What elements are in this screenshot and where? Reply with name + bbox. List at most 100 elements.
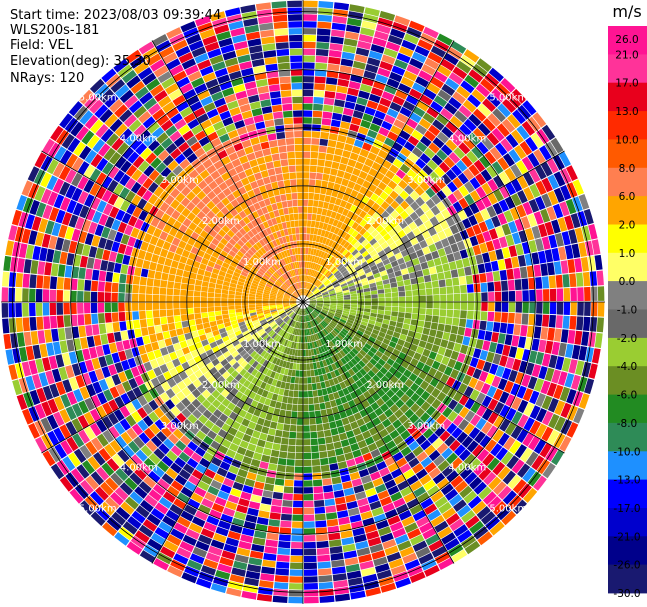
velocity-gate-4549 — [128, 119, 142, 133]
velocity-gate-3394 — [62, 456, 76, 472]
velocity-gate-4553 — [109, 99, 124, 113]
velocity-gate-90 — [306, 261, 310, 269]
velocity-gate-3237 — [232, 361, 240, 370]
velocity-gate-4374 — [113, 169, 125, 183]
velocity-gate-3249 — [171, 417, 182, 428]
velocity-gate-3754 — [201, 312, 209, 318]
velocity-gate-41 — [303, 7, 318, 15]
velocity-gate-4890 — [222, 87, 235, 97]
velocity-gate-19 — [303, 158, 310, 165]
velocity-gate-4626 — [186, 153, 198, 164]
velocity-gate-3339 — [137, 419, 149, 432]
velocity-gate-2001 — [407, 424, 418, 435]
velocity-gate-2585 — [300, 343, 303, 350]
velocity-gate-1155 — [558, 246, 567, 261]
velocity-gate-2725 — [277, 416, 285, 424]
velocity-gate-809 — [502, 153, 515, 167]
velocity-gate-546 — [428, 124, 441, 137]
velocity-gate-1990 — [359, 368, 367, 376]
velocity-gate-92 — [308, 248, 312, 255]
velocity-gate-1916 — [424, 416, 436, 428]
velocity-gate-1392 — [418, 314, 426, 321]
velocity-gate-1812 — [340, 330, 347, 336]
velocity-gate-803 — [469, 177, 481, 190]
velocity-gate-1978 — [307, 307, 312, 313]
velocity-gate-4836 — [241, 161, 251, 171]
velocity-gate-637 — [468, 113, 482, 127]
velocity-gate-3106 — [251, 360, 259, 369]
velocity-gate-3320 — [242, 342, 250, 350]
velocity-gate-1783 — [419, 380, 430, 390]
velocity-gate-1616 — [466, 366, 476, 377]
velocity-gate-2923 — [181, 572, 198, 584]
velocity-gate-1213 — [371, 294, 378, 299]
velocity-gate-2622 — [288, 596, 303, 604]
velocity-gate-30 — [303, 82, 314, 90]
velocity-gate-3990 — [57, 264, 66, 277]
velocity-gate-2384 — [332, 434, 341, 443]
velocity-gate-4396 — [236, 250, 245, 258]
velocity-gate-2624 — [301, 315, 303, 322]
velocity-gate-2894 — [261, 389, 269, 398]
velocity-gate-4342 — [42, 138, 55, 155]
velocity-gate-1941 — [335, 336, 342, 343]
velocity-gate-2242 — [320, 345, 326, 353]
velocity-gate-2427 — [325, 436, 333, 444]
velocity-gate-451 — [378, 165, 389, 176]
velocity-gate-3642 — [91, 357, 101, 370]
velocity-gate-4219 — [259, 280, 267, 286]
velocity-gate-2627 — [298, 336, 302, 343]
velocity-gate-3482 — [35, 437, 48, 453]
velocity-gate-948 — [321, 291, 328, 295]
velocity-gate-4597 — [115, 84, 130, 98]
velocity-gate-1012 — [456, 240, 466, 251]
velocity-gate-3913 — [289, 300, 297, 302]
velocity-gate-3633 — [151, 341, 160, 351]
velocity-gate-3426 — [119, 405, 131, 418]
velocity-gate-4611 — [251, 236, 259, 244]
velocity-gate-235 — [340, 156, 349, 165]
velocity-gate-550 — [444, 102, 458, 115]
velocity-gate-74 — [314, 76, 326, 84]
velocity-gate-2044 — [400, 430, 411, 440]
velocity-gate-88 — [305, 275, 308, 282]
velocity-gate-607 — [330, 266, 337, 273]
velocity-gate-3443 — [273, 314, 280, 319]
velocity-gate-1854 — [333, 327, 340, 334]
velocity-gate-1592 — [315, 306, 322, 311]
velocity-gate-3779 — [30, 331, 39, 345]
velocity-gate-1467 — [342, 310, 350, 315]
velocity-gate-698 — [359, 247, 367, 255]
velocity-gate-3710 — [208, 316, 216, 322]
velocity-gate-2413 — [309, 342, 313, 349]
velocity-gate-2945 — [232, 436, 242, 446]
velocity-gate-2443 — [342, 543, 356, 553]
velocity-gate-1513 — [361, 318, 369, 323]
velocity-gate-744 — [377, 237, 386, 246]
velocity-gate-2911 — [214, 496, 227, 507]
velocity-gate-3315 — [270, 322, 277, 328]
velocity-gate-3122 — [183, 446, 195, 457]
velocity-gate-4607 — [268, 258, 275, 265]
velocity-gate-3101 — [273, 334, 279, 341]
velocity-gate-4765 — [176, 76, 190, 88]
velocity-gate-4876 — [256, 178, 265, 187]
velocity-gate-727 — [507, 114, 521, 129]
velocity-gate-1944 — [349, 350, 356, 358]
velocity-gate-62 — [310, 158, 318, 166]
velocity-gate-312 — [332, 219, 339, 227]
velocity-gate-2595 — [297, 411, 303, 419]
velocity-gate-834 — [406, 231, 416, 240]
velocity-gate-847 — [481, 182, 493, 195]
velocity-gate-2603 — [294, 466, 303, 473]
velocity-gate-1186 — [479, 273, 487, 283]
velocity-gate-1425 — [350, 309, 357, 314]
velocity-gate-2542 — [303, 343, 306, 350]
velocity-gate-1525 — [440, 339, 449, 348]
velocity-gate-1520 — [407, 330, 416, 338]
velocity-gate-3303 — [106, 458, 120, 472]
velocity-gate-3852 — [118, 302, 125, 312]
velocity-gate-1872 — [425, 405, 436, 416]
velocity-gate-3265 — [89, 491, 104, 506]
velocity-gate-419 — [405, 94, 419, 106]
